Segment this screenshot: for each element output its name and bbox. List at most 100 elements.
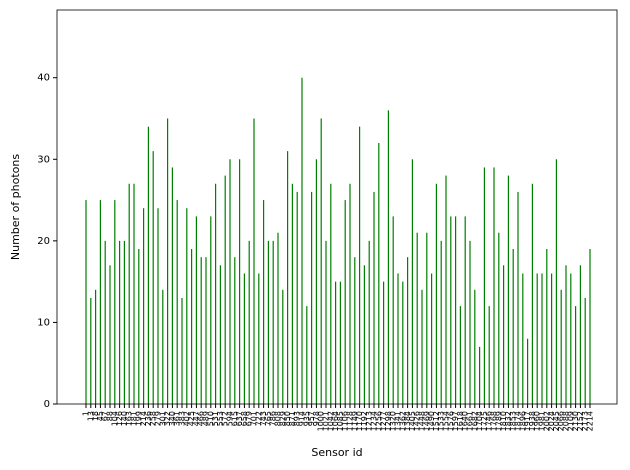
x-tick-label: 2173 — [581, 411, 590, 431]
x-tick-label: 236 — [144, 411, 153, 426]
bar — [239, 159, 241, 404]
x-tick-label: 893 — [293, 411, 302, 426]
x-tick-label: 531 — [211, 411, 220, 426]
bar — [469, 240, 471, 404]
x-tick-label: 679 — [245, 411, 254, 426]
bar — [133, 183, 135, 404]
bar — [128, 183, 130, 404]
x-tick-label: 140 — [120, 411, 129, 426]
x-tick-label: 1469 — [422, 411, 431, 431]
x-tick-label: 765 — [264, 411, 273, 426]
bar — [363, 265, 365, 404]
bar — [488, 306, 490, 404]
x-tick-label: 1789 — [494, 411, 503, 431]
bar — [282, 289, 284, 404]
x-tick-label: 1640 — [461, 411, 470, 431]
bar — [551, 273, 553, 404]
x-tick-label: 2130 — [571, 411, 580, 431]
bar — [301, 77, 303, 405]
bar — [527, 338, 529, 404]
x-tick-label: 850 — [283, 411, 292, 426]
x-tick-label: 2024 — [547, 411, 556, 431]
x-tick-label: 701 — [250, 411, 259, 426]
bar — [493, 167, 495, 404]
bar — [512, 249, 514, 404]
bar — [565, 265, 567, 404]
bar — [339, 281, 341, 404]
x-tick-label: 1981 — [538, 411, 547, 431]
x-tick-label: 1042 — [326, 411, 335, 431]
bar — [85, 200, 87, 404]
x-tick-label: 301 — [158, 411, 167, 426]
bar — [541, 273, 543, 404]
x-tick-label: 279 — [154, 411, 163, 426]
x-tick-label: 1234 — [370, 411, 379, 431]
x-tick-label: 1320 — [389, 411, 398, 431]
bar — [445, 175, 447, 404]
x-tick-label: 13 — [86, 411, 95, 421]
bar — [431, 273, 433, 404]
x-tick-label: 1277 — [379, 411, 388, 431]
bar — [354, 257, 356, 404]
x-tick-label: 1256 — [374, 411, 383, 431]
bar — [368, 240, 370, 404]
bar — [176, 200, 178, 404]
x-tick-label: 322 — [163, 411, 172, 426]
x-tick-label: 1512 — [432, 411, 441, 431]
x-tick-label: 594 — [226, 411, 235, 426]
x-tick-label: 1000 — [317, 411, 326, 431]
bar — [167, 118, 169, 405]
x-tick-label: 1597 — [451, 411, 460, 431]
bar — [498, 232, 500, 404]
bar — [171, 167, 173, 404]
bar — [531, 183, 533, 404]
x-tick-label: 1448 — [418, 411, 427, 431]
bar — [440, 240, 442, 404]
x-tick-label: 466 — [197, 411, 206, 426]
bar — [248, 240, 250, 404]
bar — [119, 240, 121, 404]
bar — [397, 273, 399, 404]
x-tick-label: 163 — [125, 411, 134, 426]
bar — [229, 159, 231, 404]
x-tick-label: 1768 — [490, 411, 499, 431]
bar — [383, 281, 385, 404]
x-tick-label: 1661 — [466, 411, 475, 431]
x-axis-title: Sensor id — [311, 446, 362, 459]
x-tick-label: 199 — [134, 411, 143, 426]
bar — [311, 191, 313, 404]
x-tick-label: 1704 — [475, 411, 484, 431]
x-tick-label: 957 — [307, 411, 316, 426]
bar — [114, 200, 116, 404]
x-tick-label: 1853 — [509, 411, 518, 431]
bar — [421, 289, 423, 404]
bar — [455, 216, 457, 404]
x-tick-label: 1106 — [341, 411, 350, 431]
bar — [450, 216, 452, 404]
x-tick-label: 1725 — [480, 411, 489, 431]
bar — [234, 257, 236, 404]
x-tick-label: 722 — [254, 411, 263, 426]
bar — [474, 289, 476, 404]
bar — [306, 306, 308, 404]
bar — [325, 240, 327, 404]
bar — [373, 191, 375, 404]
bar — [570, 273, 572, 404]
bar — [219, 265, 221, 404]
bar — [589, 249, 591, 404]
bar — [191, 249, 193, 404]
y-tick-label: 10 — [37, 317, 50, 328]
x-tick-label: 1 — [82, 411, 91, 416]
bar — [507, 175, 509, 404]
x-tick-label: 572 — [221, 411, 230, 426]
bar — [123, 240, 125, 404]
x-tick-label: 383 — [178, 411, 187, 426]
bar — [320, 118, 322, 405]
x-tick-label: 2214 — [586, 411, 595, 431]
y-tick-label: 0 — [44, 399, 50, 410]
bar — [536, 273, 538, 404]
bar — [109, 265, 111, 404]
bar — [186, 208, 188, 404]
bar — [162, 289, 164, 404]
x-tick-label: 615 — [230, 411, 239, 426]
